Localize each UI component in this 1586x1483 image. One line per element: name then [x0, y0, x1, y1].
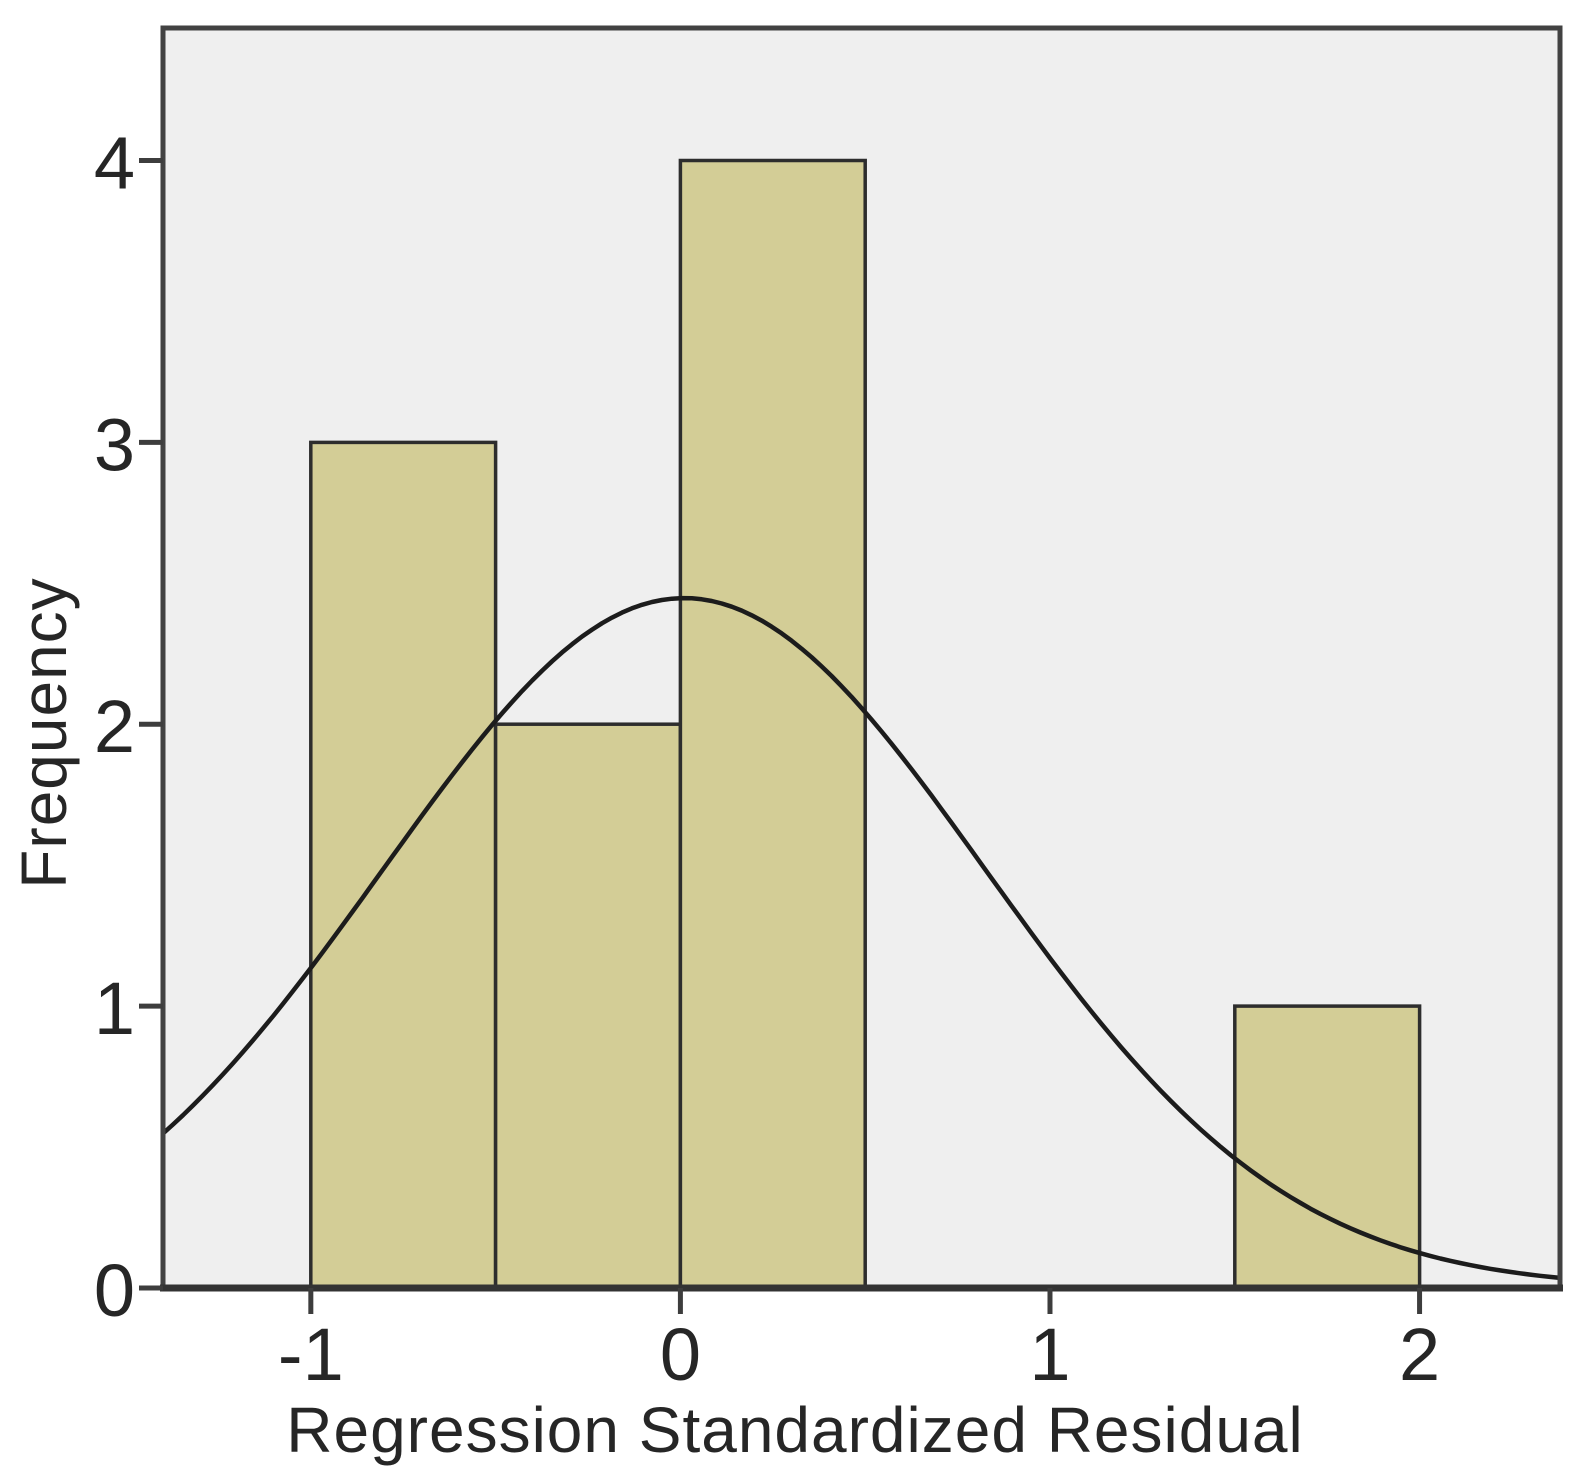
x-axis-title: Regression Standardized Residual [286, 1394, 1303, 1466]
histogram-bar [309, 440, 498, 1290]
histogram-bar [678, 158, 867, 1290]
normal-curve [160, 595, 1563, 1281]
histogram-bars [309, 158, 1422, 1290]
x-tick-label: 0 [660, 1313, 701, 1396]
y-tick-label: 3 [94, 403, 135, 486]
y-axis-title: Frequency [8, 577, 80, 888]
x-axis-ticks: -1 0 1 2 [278, 1288, 1440, 1396]
y-tick-label: 2 [94, 685, 135, 768]
histogram-bar [493, 722, 683, 1290]
y-axis-ticks: 0 1 2 3 4 [94, 121, 163, 1332]
y-tick-label: 1 [94, 967, 135, 1050]
x-tick-label: -1 [278, 1313, 344, 1396]
x-tick-label: 2 [1399, 1313, 1440, 1396]
x-tick-label: 1 [1029, 1313, 1070, 1396]
y-tick-label: 4 [94, 121, 135, 204]
y-tick-label: 0 [94, 1249, 135, 1332]
